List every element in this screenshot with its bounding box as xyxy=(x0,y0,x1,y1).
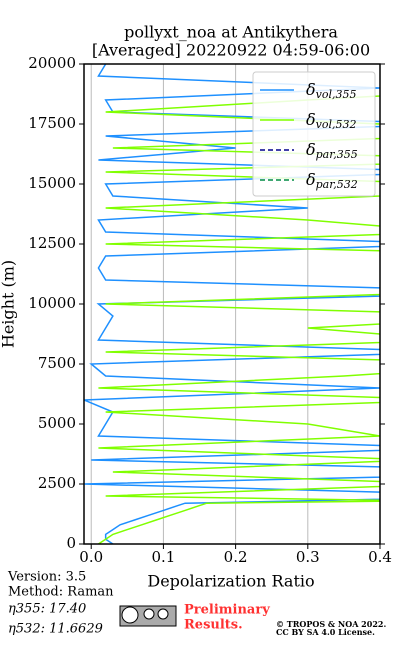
eta532: η532: 11.6629 xyxy=(8,622,103,637)
eta355: η355: 17.40 xyxy=(8,602,86,617)
legend-name: δ xyxy=(306,140,316,159)
legend-label: δpar,355 xyxy=(306,140,358,162)
preliminary: Preliminary xyxy=(184,603,270,618)
y-tick-label: 10000 xyxy=(28,294,76,312)
legend-name: δ xyxy=(306,80,316,99)
x-tick-label: 0.3 xyxy=(296,548,320,566)
profile-line xyxy=(98,75,380,544)
legend-sub: par,532 xyxy=(316,178,358,191)
y-tick-label: 12500 xyxy=(28,234,76,252)
y-tick-label: 2500 xyxy=(38,474,76,492)
legend-name: δ xyxy=(306,110,316,129)
legend-label: δvol,355 xyxy=(306,80,357,102)
legend-label: δvol,532 xyxy=(306,110,357,132)
y-tick-label: 0 xyxy=(66,534,76,552)
x-tick-label: 0.2 xyxy=(224,548,248,566)
legend-sub: vol,532 xyxy=(316,118,357,131)
x-tick-label: 0.0 xyxy=(79,548,103,566)
y-tick-label: 5000 xyxy=(38,414,76,432)
legend-name: δ xyxy=(306,170,316,189)
y-tick-label: 20000 xyxy=(28,54,76,72)
chart-title: [Averaged] 20220922 04:59-06:00 xyxy=(92,41,370,60)
legend-box xyxy=(252,71,376,197)
chart-title: pollyxt_noa at Antikythera xyxy=(124,23,338,42)
x-axis-label: Depolarization Ratio xyxy=(147,572,314,591)
cc-logo xyxy=(119,605,177,627)
y-axis-label: Height (m) xyxy=(0,260,18,348)
method: Method: Raman xyxy=(8,585,114,600)
y-tick-label: 17500 xyxy=(28,114,76,132)
legend-label: δpar,532 xyxy=(306,170,358,192)
y-tick-label: 15000 xyxy=(28,174,76,192)
x-tick-label: 0.1 xyxy=(151,548,175,566)
version: Version: 3.5 xyxy=(7,570,86,585)
legend-sub: par,355 xyxy=(316,148,358,161)
y-tick-label: 7500 xyxy=(38,354,76,372)
copyright: © TROPOS & NOA 2022. xyxy=(276,619,386,629)
copyright: CC BY SA 4.0 License. xyxy=(276,627,375,637)
legend-sub: vol,355 xyxy=(316,88,357,101)
preliminary: Results. xyxy=(184,618,243,633)
x-tick-label: 0.4 xyxy=(368,548,392,566)
